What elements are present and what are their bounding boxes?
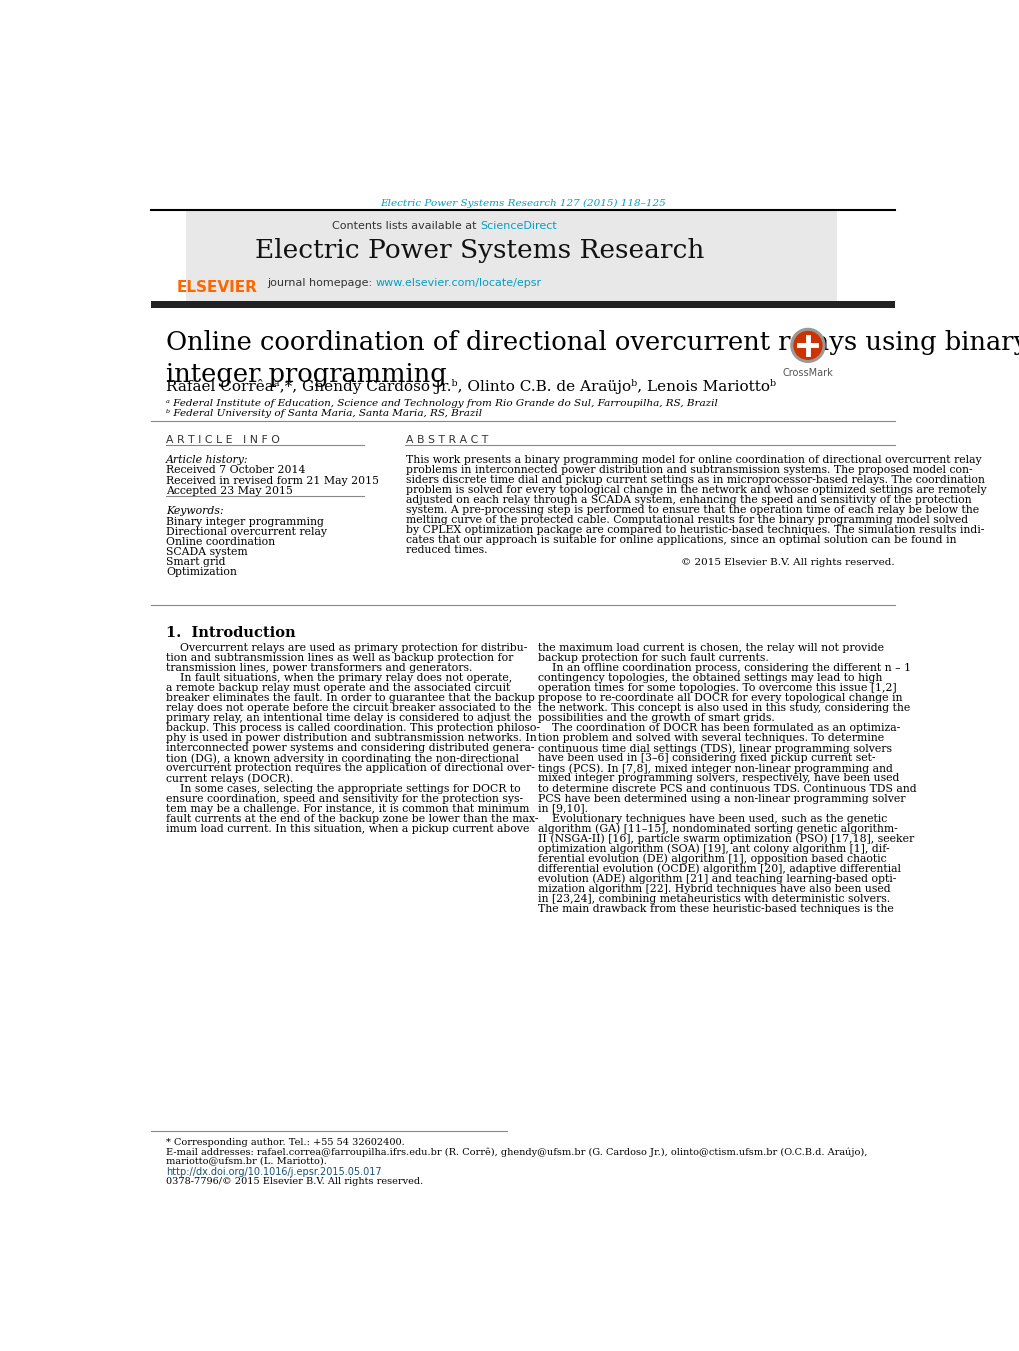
Text: Optimization: Optimization <box>166 567 236 577</box>
Text: breaker eliminates the fault. In order to guarantee that the backup: breaker eliminates the fault. In order t… <box>166 693 535 704</box>
Circle shape <box>793 331 821 359</box>
Text: fault currents at the end of the backup zone be lower than the max-: fault currents at the end of the backup … <box>166 813 538 824</box>
Text: transmission lines, power transformers and generators.: transmission lines, power transformers a… <box>166 663 472 673</box>
Text: In an offline coordination process, considering the different n – 1: In an offline coordination process, cons… <box>538 663 911 673</box>
Text: have been used in [3–6] considering fixed pickup current set-: have been used in [3–6] considering fixe… <box>538 754 875 763</box>
Text: mariotto@ufsm.br (L. Mariotto).: mariotto@ufsm.br (L. Mariotto). <box>166 1156 327 1165</box>
Text: imum load current. In this situation, when a pickup current above: imum load current. In this situation, wh… <box>166 824 529 834</box>
Text: Article history:: Article history: <box>166 455 249 465</box>
Text: Received 7 October 2014: Received 7 October 2014 <box>166 466 306 476</box>
Text: to determine discrete PCS and continuous TDS. Continuous TDS and: to determine discrete PCS and continuous… <box>538 784 916 793</box>
Text: PCS have been determined using a non-linear programming solver: PCS have been determined using a non-lin… <box>538 793 905 804</box>
Text: ELSEVIER: ELSEVIER <box>176 280 257 295</box>
Text: a remote backup relay must operate and the associated circuit: a remote backup relay must operate and t… <box>166 684 510 693</box>
Text: melting curve of the protected cable. Computational results for the binary progr: melting curve of the protected cable. Co… <box>407 515 968 524</box>
Text: backup. This process is called coordination. This protection philoso-: backup. This process is called coordinat… <box>166 723 540 734</box>
Text: ᵇ Federal University of Santa Maria, Santa Maria, RS, Brazil: ᵇ Federal University of Santa Maria, San… <box>166 409 482 419</box>
Text: problem is solved for every topological change in the network and whose optimize: problem is solved for every topological … <box>407 485 986 494</box>
Text: A R T I C L E   I N F O: A R T I C L E I N F O <box>166 435 280 446</box>
Text: II (NSGA-II) [16], particle swarm optimization (PSO) [17,18], seeker: II (NSGA-II) [16], particle swarm optimi… <box>538 834 914 844</box>
Text: tion (DG), a known adversity in coordinating the non-directional: tion (DG), a known adversity in coordina… <box>166 754 519 765</box>
Text: problems in interconnected power distribution and subtransmission systems. The p: problems in interconnected power distrib… <box>407 465 972 474</box>
Text: E-mail addresses: rafael.correa@farroupilha.ifrs.edu.br (R. Corrê), ghendy@ufsm.: E-mail addresses: rafael.correa@farroupi… <box>166 1148 867 1158</box>
Circle shape <box>790 328 824 362</box>
Bar <box>151 301 894 308</box>
Text: SCADA system: SCADA system <box>166 547 248 557</box>
Text: contingency topologies, the obtained settings may lead to high: contingency topologies, the obtained set… <box>538 673 881 684</box>
Text: ferential evolution (DE) algorithm [1], opposition based chaotic: ferential evolution (DE) algorithm [1], … <box>538 854 886 865</box>
Text: tings (PCS). In [7,8], mixed integer non-linear programming and: tings (PCS). In [7,8], mixed integer non… <box>538 763 893 774</box>
Text: © 2015 Elsevier B.V. All rights reserved.: © 2015 Elsevier B.V. All rights reserved… <box>681 558 894 567</box>
Text: primary relay, an intentional time delay is considered to adjust the: primary relay, an intentional time delay… <box>166 713 532 723</box>
Text: The main drawback from these heuristic-based techniques is the: The main drawback from these heuristic-b… <box>538 904 893 913</box>
Bar <box>185 211 836 301</box>
Text: in [23,24], combining metaheuristics with deterministic solvers.: in [23,24], combining metaheuristics wit… <box>538 893 890 904</box>
Text: tion problem and solved with several techniques. To determine: tion problem and solved with several tec… <box>538 734 883 743</box>
Text: possibilities and the growth of smart grids.: possibilities and the growth of smart gr… <box>538 713 774 723</box>
Text: evolution (ADE) algorithm [21] and teaching learning-based opti-: evolution (ADE) algorithm [21] and teach… <box>538 874 896 884</box>
Text: interconnected power systems and considering distributed genera-: interconnected power systems and conside… <box>166 743 534 754</box>
Text: optimization algorithm (SOA) [19], ant colony algorithm [1], dif-: optimization algorithm (SOA) [19], ant c… <box>538 843 889 854</box>
Text: ScienceDirect: ScienceDirect <box>480 220 556 231</box>
Text: Keywords:: Keywords: <box>166 507 223 516</box>
Text: ᵃ Federal Institute of Education, Science and Technology from Rio Grande do Sul,: ᵃ Federal Institute of Education, Scienc… <box>166 400 717 408</box>
Text: 1.  Introduction: 1. Introduction <box>166 626 296 639</box>
Text: overcurrent protection requires the application of directional over-: overcurrent protection requires the appl… <box>166 763 535 774</box>
Text: A B S T R A C T: A B S T R A C T <box>407 435 488 446</box>
Text: Received in revised form 21 May 2015: Received in revised form 21 May 2015 <box>166 476 379 485</box>
Text: Rafael Corrêaᵃ,*, Ghendy Cardoso Jr.ᵇ, Olinto C.B. de Araüjoᵇ, Lenois Mariottoᵇ: Rafael Corrêaᵃ,*, Ghendy Cardoso Jr.ᵇ, O… <box>166 380 775 394</box>
Text: propose to re-coordinate all DOCR for every topological change in: propose to re-coordinate all DOCR for ev… <box>538 693 902 704</box>
Text: In some cases, selecting the appropriate settings for DOCR to: In some cases, selecting the appropriate… <box>166 784 521 793</box>
Text: tion and subtransmission lines as well as backup protection for: tion and subtransmission lines as well a… <box>166 654 514 663</box>
Text: In fault situations, when the primary relay does not operate,: In fault situations, when the primary re… <box>166 673 512 684</box>
Text: differential evolution (OCDE) algorithm [20], adaptive differential: differential evolution (OCDE) algorithm … <box>538 863 901 874</box>
Text: Overcurrent relays are used as primary protection for distribu-: Overcurrent relays are used as primary p… <box>166 643 527 654</box>
Text: mization algorithm [22]. Hybrid techniques have also been used: mization algorithm [22]. Hybrid techniqu… <box>538 884 890 893</box>
Text: ensure coordination, speed and sensitivity for the protection sys-: ensure coordination, speed and sensitivi… <box>166 793 523 804</box>
Text: www.elsevier.com/locate/epsr: www.elsevier.com/locate/epsr <box>375 277 541 288</box>
Text: Binary integer programming: Binary integer programming <box>166 517 324 527</box>
Text: Directional overcurrent relay: Directional overcurrent relay <box>166 527 327 538</box>
Text: 0378-7796/© 2015 Elsevier B.V. All rights reserved.: 0378-7796/© 2015 Elsevier B.V. All right… <box>166 1177 423 1186</box>
Text: in [9,10].: in [9,10]. <box>538 804 588 813</box>
Text: Smart grid: Smart grid <box>166 557 225 567</box>
Text: Online coordination of directional overcurrent relays using binary
integer progr: Online coordination of directional overc… <box>166 330 1019 386</box>
Text: cates that our approach is suitable for online applications, since an optimal so: cates that our approach is suitable for … <box>407 535 956 544</box>
Text: mixed integer programming solvers, respectively, have been used: mixed integer programming solvers, respe… <box>538 774 899 784</box>
Text: Electric Power Systems Research 127 (2015) 118–125: Electric Power Systems Research 127 (201… <box>379 199 665 208</box>
Text: http://dx.doi.org/10.1016/j.epsr.2015.05.017: http://dx.doi.org/10.1016/j.epsr.2015.05… <box>166 1167 381 1177</box>
Text: current relays (DOCR).: current relays (DOCR). <box>166 774 293 784</box>
Text: algorithm (GA) [11–15], nondominated sorting genetic algorithm-: algorithm (GA) [11–15], nondominated sor… <box>538 824 897 834</box>
Text: adjusted on each relay through a SCADA system, enhancing the speed and sensitivi: adjusted on each relay through a SCADA s… <box>407 494 971 505</box>
Text: relay does not operate before the circuit breaker associated to the: relay does not operate before the circui… <box>166 704 531 713</box>
Text: the network. This concept is also used in this study, considering the: the network. This concept is also used i… <box>538 704 910 713</box>
Text: Contents lists available at: Contents lists available at <box>332 220 480 231</box>
Text: continuous time dial settings (TDS), linear programming solvers: continuous time dial settings (TDS), lin… <box>538 743 892 754</box>
Text: tem may be a challenge. For instance, it is common that minimum: tem may be a challenge. For instance, it… <box>166 804 529 813</box>
Text: system. A pre-processing step is performed to ensure that the operation time of : system. A pre-processing step is perform… <box>407 505 978 515</box>
Text: Accepted 23 May 2015: Accepted 23 May 2015 <box>166 485 292 496</box>
Text: The coordination of DOCR has been formulated as an optimiza-: The coordination of DOCR has been formul… <box>538 723 900 734</box>
Text: Electric Power Systems Research: Electric Power Systems Research <box>255 238 704 262</box>
Text: by CPLEX optimization package are compared to heuristic-based techniques. The si: by CPLEX optimization package are compar… <box>407 524 984 535</box>
Text: siders discrete time dial and pickup current settings as in microprocessor-based: siders discrete time dial and pickup cur… <box>407 474 984 485</box>
Text: reduced times.: reduced times. <box>407 544 487 555</box>
Text: Evolutionary techniques have been used, such as the genetic: Evolutionary techniques have been used, … <box>538 813 887 824</box>
Text: operation times for some topologies. To overcome this issue [1,2]: operation times for some topologies. To … <box>538 684 896 693</box>
Text: This work presents a binary programming model for online coordination of directi: This work presents a binary programming … <box>407 455 981 465</box>
Text: CrossMark: CrossMark <box>782 369 833 378</box>
Text: phy is used in power distribution and subtransmission networks. In: phy is used in power distribution and su… <box>166 734 536 743</box>
Text: backup protection for such fault currents.: backup protection for such fault current… <box>538 654 768 663</box>
Text: * Corresponding author. Tel.: +55 54 32602400.: * Corresponding author. Tel.: +55 54 326… <box>166 1139 405 1147</box>
Text: Online coordination: Online coordination <box>166 538 275 547</box>
Text: the maximum load current is chosen, the relay will not provide: the maximum load current is chosen, the … <box>538 643 883 654</box>
Text: journal homepage:: journal homepage: <box>267 277 375 288</box>
